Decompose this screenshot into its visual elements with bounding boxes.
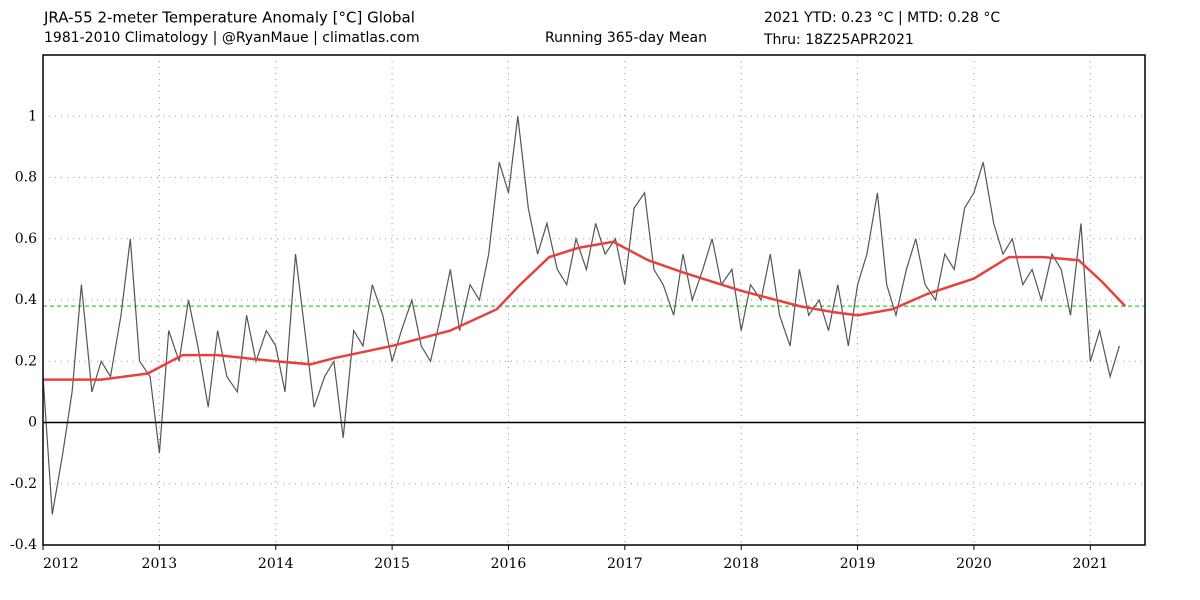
x-tick-label: 2021 <box>1072 556 1108 572</box>
y-tick-label: 0.2 <box>15 353 37 369</box>
annotation: Thru: 18Z25APR2021 <box>763 32 914 48</box>
y-tick-label: 0.6 <box>15 231 37 247</box>
x-tick-label: 2019 <box>840 556 876 572</box>
plot-frame <box>42 54 1146 546</box>
x-tick-label: 2015 <box>374 556 410 572</box>
legend-entry: Running 365-day Mean <box>545 30 707 46</box>
x-tick-label: 2012 <box>43 556 79 572</box>
chart-title: JRA-55 2-meter Temperature Anomaly [°C] … <box>43 9 415 27</box>
y-tick-label: 0.4 <box>15 292 37 308</box>
x-tick-label: 2013 <box>142 556 178 572</box>
y-tick-label: -0.4 <box>10 537 37 553</box>
x-tick-label: 2018 <box>723 556 759 572</box>
x-tick-label: 2014 <box>258 556 294 572</box>
y-tick-label: 0.8 <box>15 170 37 186</box>
y-tick-label: 1 <box>28 108 37 124</box>
series-line <box>43 116 1120 515</box>
x-tick-label: 2020 <box>956 556 992 572</box>
x-tick-label: 2017 <box>607 556 643 572</box>
chart-subtitle: 1981-2010 Climatology | @RyanMaue | clim… <box>44 30 420 46</box>
series-line <box>43 240 1127 381</box>
y-tick-label: -0.2 <box>10 476 37 492</box>
y-tick-label: 0 <box>28 415 37 431</box>
x-tick-label: 2016 <box>491 556 527 572</box>
annotation: 2021 YTD: 0.23 °C | MTD: 0.28 °C <box>764 10 1000 26</box>
